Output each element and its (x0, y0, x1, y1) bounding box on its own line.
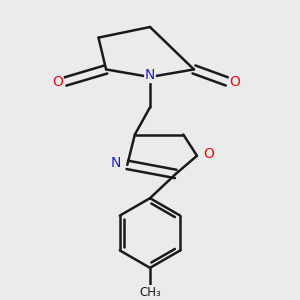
Text: N: N (111, 156, 121, 170)
Text: O: O (52, 74, 63, 88)
Text: N: N (145, 68, 155, 83)
Text: CH₃: CH₃ (139, 286, 161, 298)
Text: O: O (230, 74, 240, 88)
Text: O: O (203, 147, 214, 161)
